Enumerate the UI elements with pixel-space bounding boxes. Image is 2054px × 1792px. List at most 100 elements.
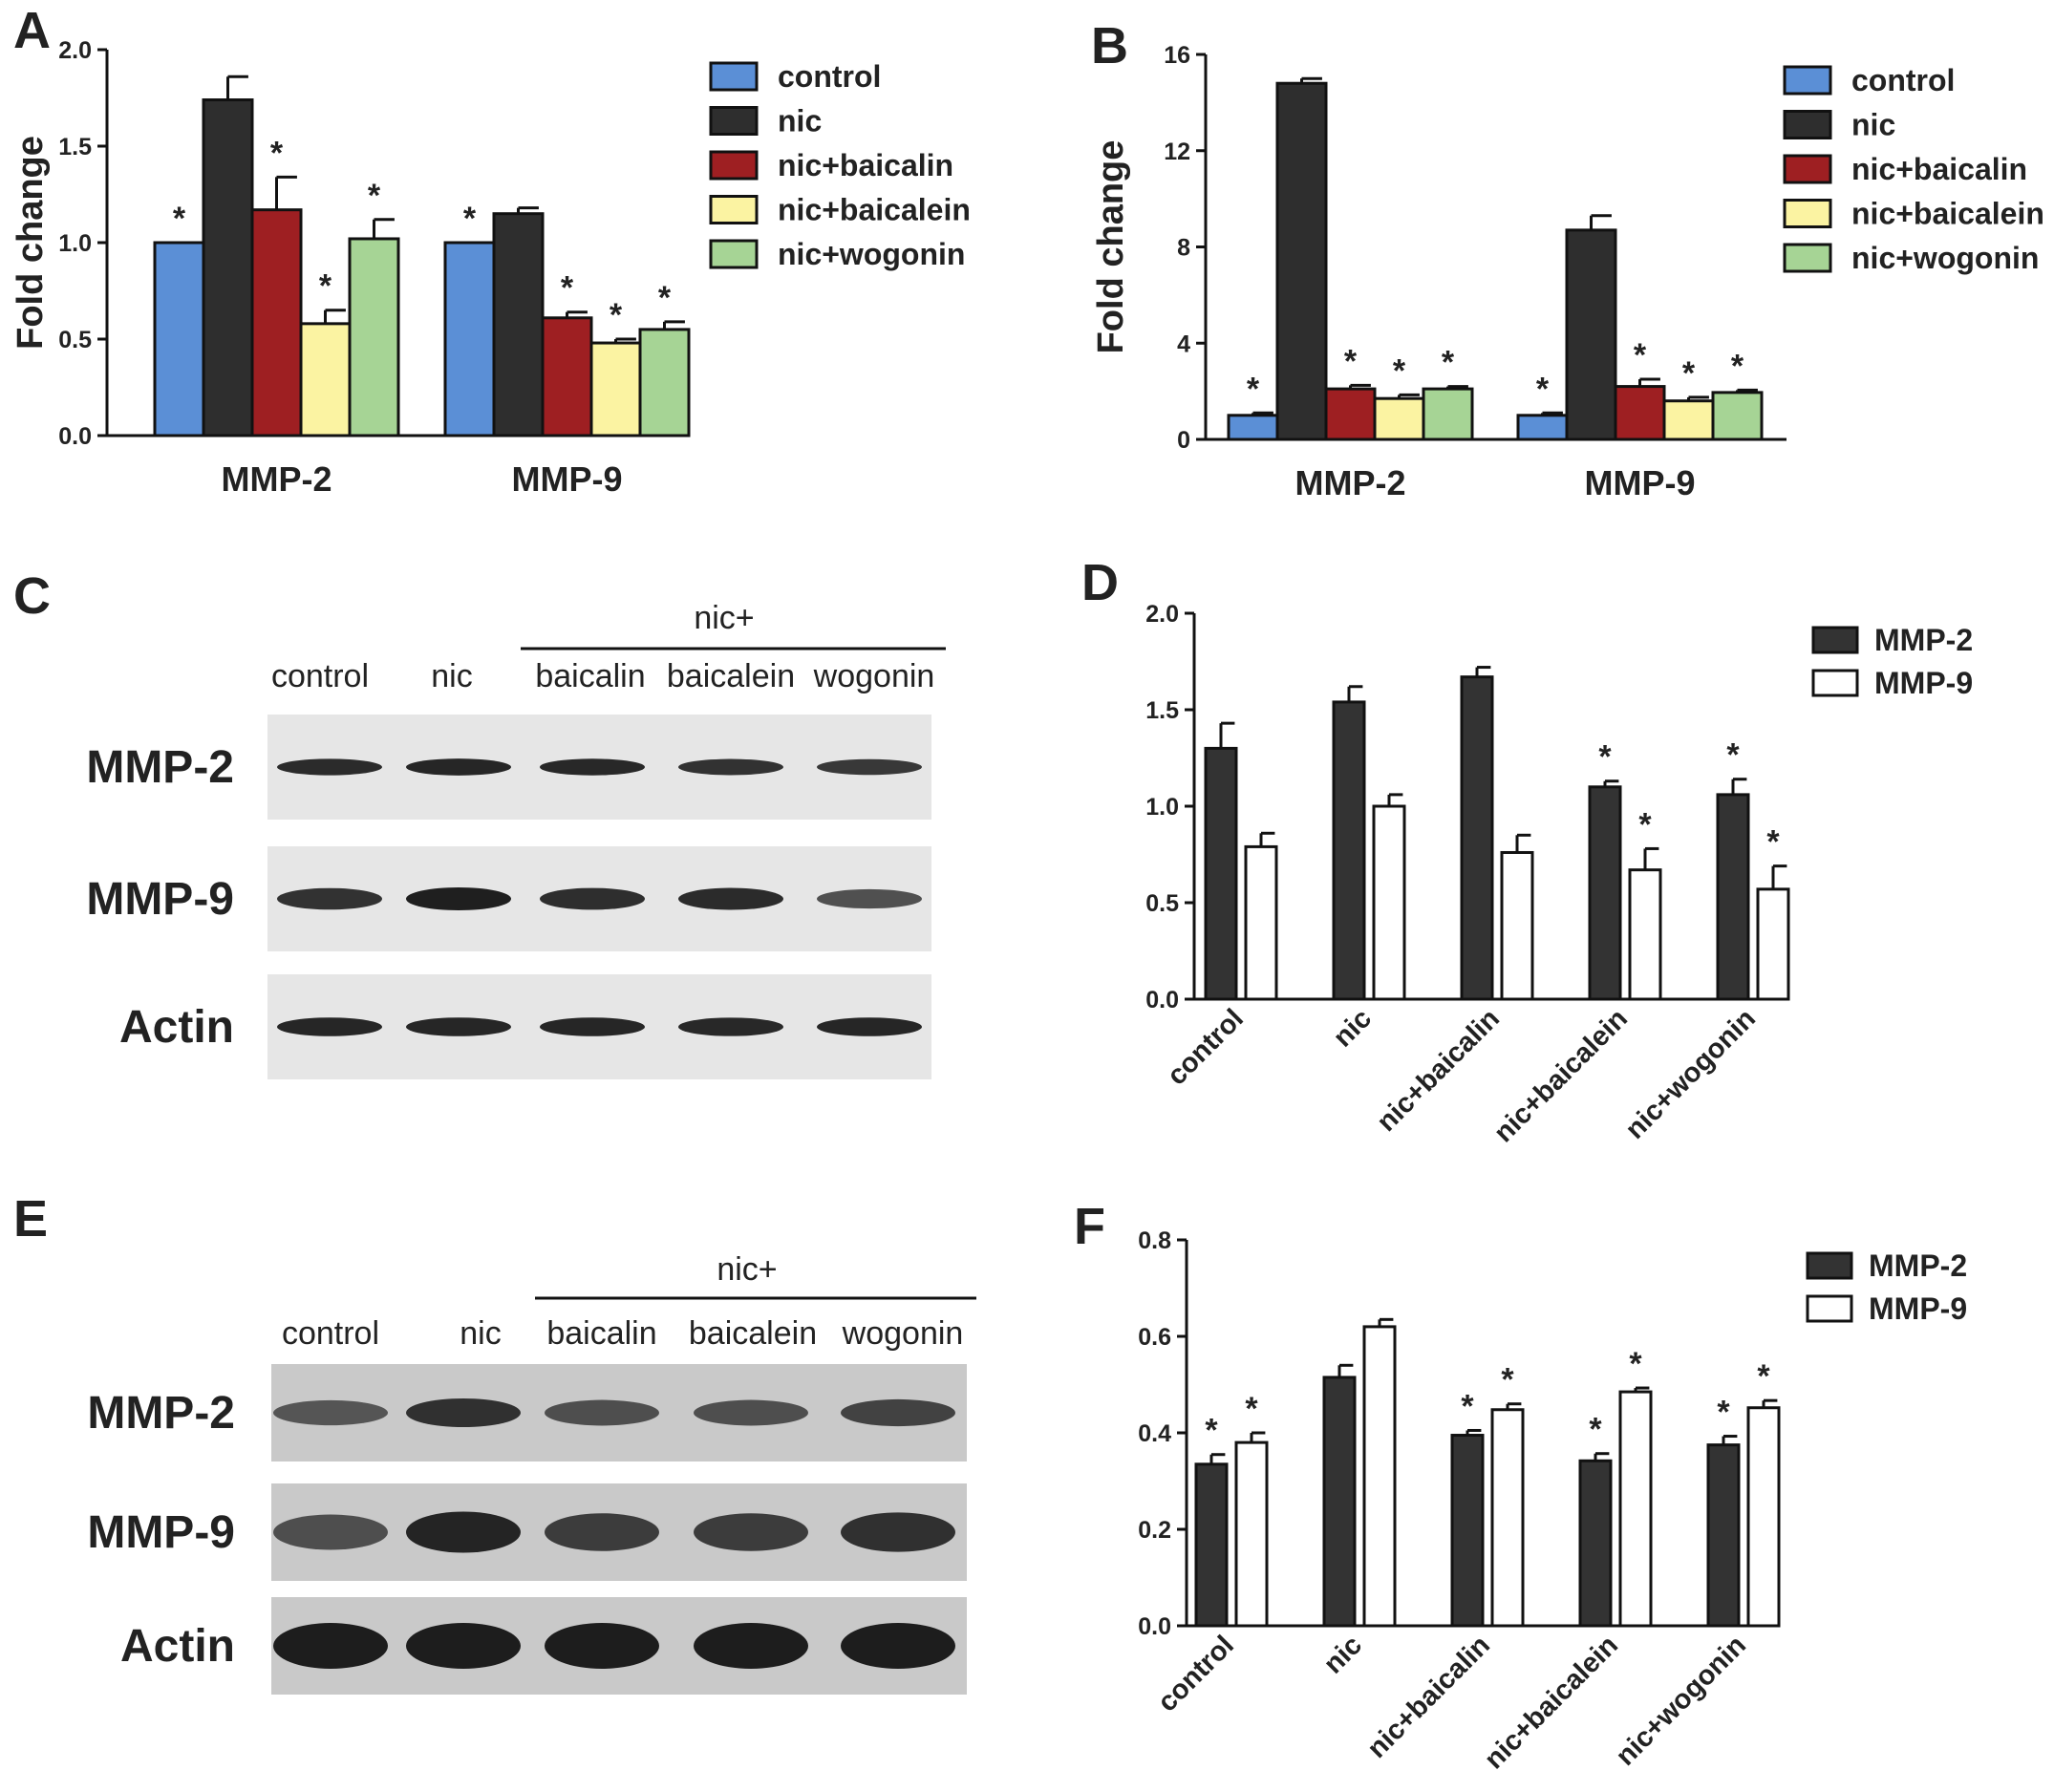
legend-label-nic-baicalein: nic+baicalein	[1851, 197, 2044, 231]
bar-mmp-2-control	[1204, 746, 1238, 1001]
bar-mmp-9-nic-baicalin	[1500, 850, 1534, 1001]
x-category-label-control: control	[1152, 1630, 1240, 1717]
panel-letter-e: E	[13, 1190, 48, 1248]
significance-marker: *	[270, 135, 284, 171]
chart-panel-a: 0.0 0.5 1.0 1.5 2.0 Fold change * * * * MMP-2 * * * * M…	[11, 37, 971, 499]
legend-label-mmp-2: MMP-2	[1874, 623, 1973, 657]
significance-marker: *	[1442, 345, 1455, 381]
panel-letter-d: D	[1081, 554, 1119, 611]
bar-nic-baicalin-mmp-2	[1324, 387, 1377, 441]
x-category-label-nic: nic	[1318, 1630, 1368, 1679]
y-tick-label: 0.0	[1138, 1613, 1171, 1640]
legend-swatch-mmp-9	[1811, 669, 1859, 697]
significance-marker: *	[1245, 1391, 1258, 1427]
x-category-label-nic: nic	[1328, 1003, 1378, 1053]
legend-label-nic-baicalin: nic+baicalin	[778, 148, 953, 182]
bar-control-mmp-9	[1516, 414, 1569, 441]
western-blot-panel-c: nic+ control nic baicalin baicalein wogonin MM…	[86, 600, 946, 1079]
legend-swatch-nic-baicalin	[709, 150, 759, 181]
bar-nic-baicalin-mmp-9	[1614, 385, 1666, 441]
legend-swatch-control	[1783, 65, 1832, 96]
blot-lane-label-baicalin: baicalin	[546, 1315, 656, 1352]
legend-swatch-nic-baicalein	[709, 195, 759, 224]
y-tick-label: 1.5	[1145, 697, 1179, 724]
bar-mmp-2-nic-wogonin	[1706, 1443, 1741, 1628]
x-category-label-mmp-9: MMP-9	[1585, 463, 1696, 502]
blot-band	[694, 1623, 808, 1669]
bar-mmp-9-nic	[1372, 804, 1406, 1001]
significance-marker: *	[1247, 371, 1260, 407]
significance-marker: *	[319, 268, 332, 305]
bar-mmp-2-control	[1194, 1462, 1229, 1628]
x-category-label-mmp-9: MMP-9	[512, 459, 623, 499]
blot-band	[694, 1399, 808, 1426]
significance-marker: *	[1205, 1413, 1218, 1449]
significance-marker: *	[1629, 1346, 1642, 1382]
bar-mmp-2-nic-wogonin	[1716, 793, 1750, 1001]
y-tick-label: 0.8	[1138, 1227, 1171, 1254]
significance-marker: *	[1634, 337, 1647, 373]
blot-lane-label-nic: nic	[431, 658, 472, 694]
y-tick-label: 0.0	[58, 423, 92, 450]
blot-row-label-mmp-9: MMP-9	[86, 874, 234, 925]
blot-treatment-header: nic+	[694, 600, 754, 636]
bar-mmp-9-control	[1244, 844, 1278, 1001]
blot-lane-label-control: control	[282, 1315, 379, 1352]
blot-band	[817, 888, 922, 909]
significance-marker: *	[1536, 371, 1550, 407]
y-tick-label: 1.0	[1145, 794, 1179, 821]
blot-lane-label-baicalein: baicalein	[667, 658, 795, 694]
x-category-label-nic-wogonin: nic+wogonin	[1610, 1630, 1752, 1772]
blot-row-label-mmp-2: MMP-2	[86, 742, 234, 793]
bar-control-mmp-2	[153, 241, 205, 437]
blot-row-label-actin: Actin	[119, 1002, 234, 1053]
blot-band	[406, 1623, 521, 1669]
bar-nic-baicalin-mmp-2	[250, 208, 303, 437]
blot-row-label-actin: Actin	[120, 1621, 235, 1672]
bar-nic-wogonin-mmp-9	[638, 328, 691, 437]
legend-swatch-nic	[1783, 110, 1832, 139]
blot-band	[406, 1397, 521, 1428]
bar-mmp-9-nic-baicalein	[1628, 868, 1662, 1001]
significance-marker: *	[658, 280, 672, 316]
legend-label-nic-baicalein: nic+baicalein	[778, 193, 971, 227]
blot-band	[406, 887, 511, 910]
bar-nic-mmp-2	[1275, 81, 1328, 441]
bar-mmp-9-control	[1234, 1440, 1269, 1628]
bar-mmp-9-nic-baicalin	[1490, 1408, 1525, 1628]
significance-marker: *	[1598, 739, 1612, 776]
blot-band	[277, 758, 382, 776]
blot-band	[694, 1513, 808, 1551]
y-tick-label: 1.5	[58, 134, 92, 160]
y-tick-label: 12	[1164, 139, 1190, 165]
y-tick-label: 0.5	[1145, 890, 1179, 917]
x-category-label-mmp-2: MMP-2	[1295, 463, 1406, 502]
blot-band	[540, 758, 645, 776]
significance-marker: *	[1726, 737, 1740, 774]
x-category-label-mmp-2: MMP-2	[222, 459, 332, 499]
x-category-label-nic-baicalin: nic+baicalin	[1361, 1630, 1496, 1764]
blot-lane-label-baicalein: baicalein	[689, 1315, 817, 1352]
bar-mmp-2-nic	[1332, 700, 1366, 1001]
x-category-label-control: control	[1162, 1003, 1250, 1091]
bar-nic-wogonin-mmp-2	[348, 237, 400, 437]
bar-mmp-9-nic-wogonin	[1756, 887, 1790, 1001]
legend-swatch-nic	[709, 106, 759, 136]
blot-band	[841, 1623, 955, 1669]
significance-marker: *	[1344, 343, 1358, 379]
bar-nic-wogonin-mmp-2	[1422, 387, 1474, 441]
significance-marker: *	[1461, 1388, 1474, 1424]
blot-band	[406, 758, 511, 776]
blot-band	[540, 887, 645, 910]
bar-mmp-2-nic-baicalein	[1578, 1459, 1613, 1628]
western-blot-panel-e: nic+ control nic baicalin baicalein wogonin MM…	[87, 1251, 976, 1695]
legend-label-mmp-9: MMP-9	[1874, 666, 1973, 700]
x-category-label-nic-baicalein: nic+baicalein	[1479, 1630, 1624, 1775]
bar-mmp-9-nic	[1362, 1325, 1397, 1628]
y-axis-label: Fold change	[1091, 140, 1131, 354]
blot-lane-label-baicalin: baicalin	[535, 658, 645, 694]
bar-mmp-2-nic-baicalin	[1450, 1434, 1485, 1628]
x-category-label-nic-baicalein: nic+baicalein	[1488, 1003, 1634, 1148]
blot-row-label-mmp-2: MMP-2	[87, 1388, 235, 1439]
